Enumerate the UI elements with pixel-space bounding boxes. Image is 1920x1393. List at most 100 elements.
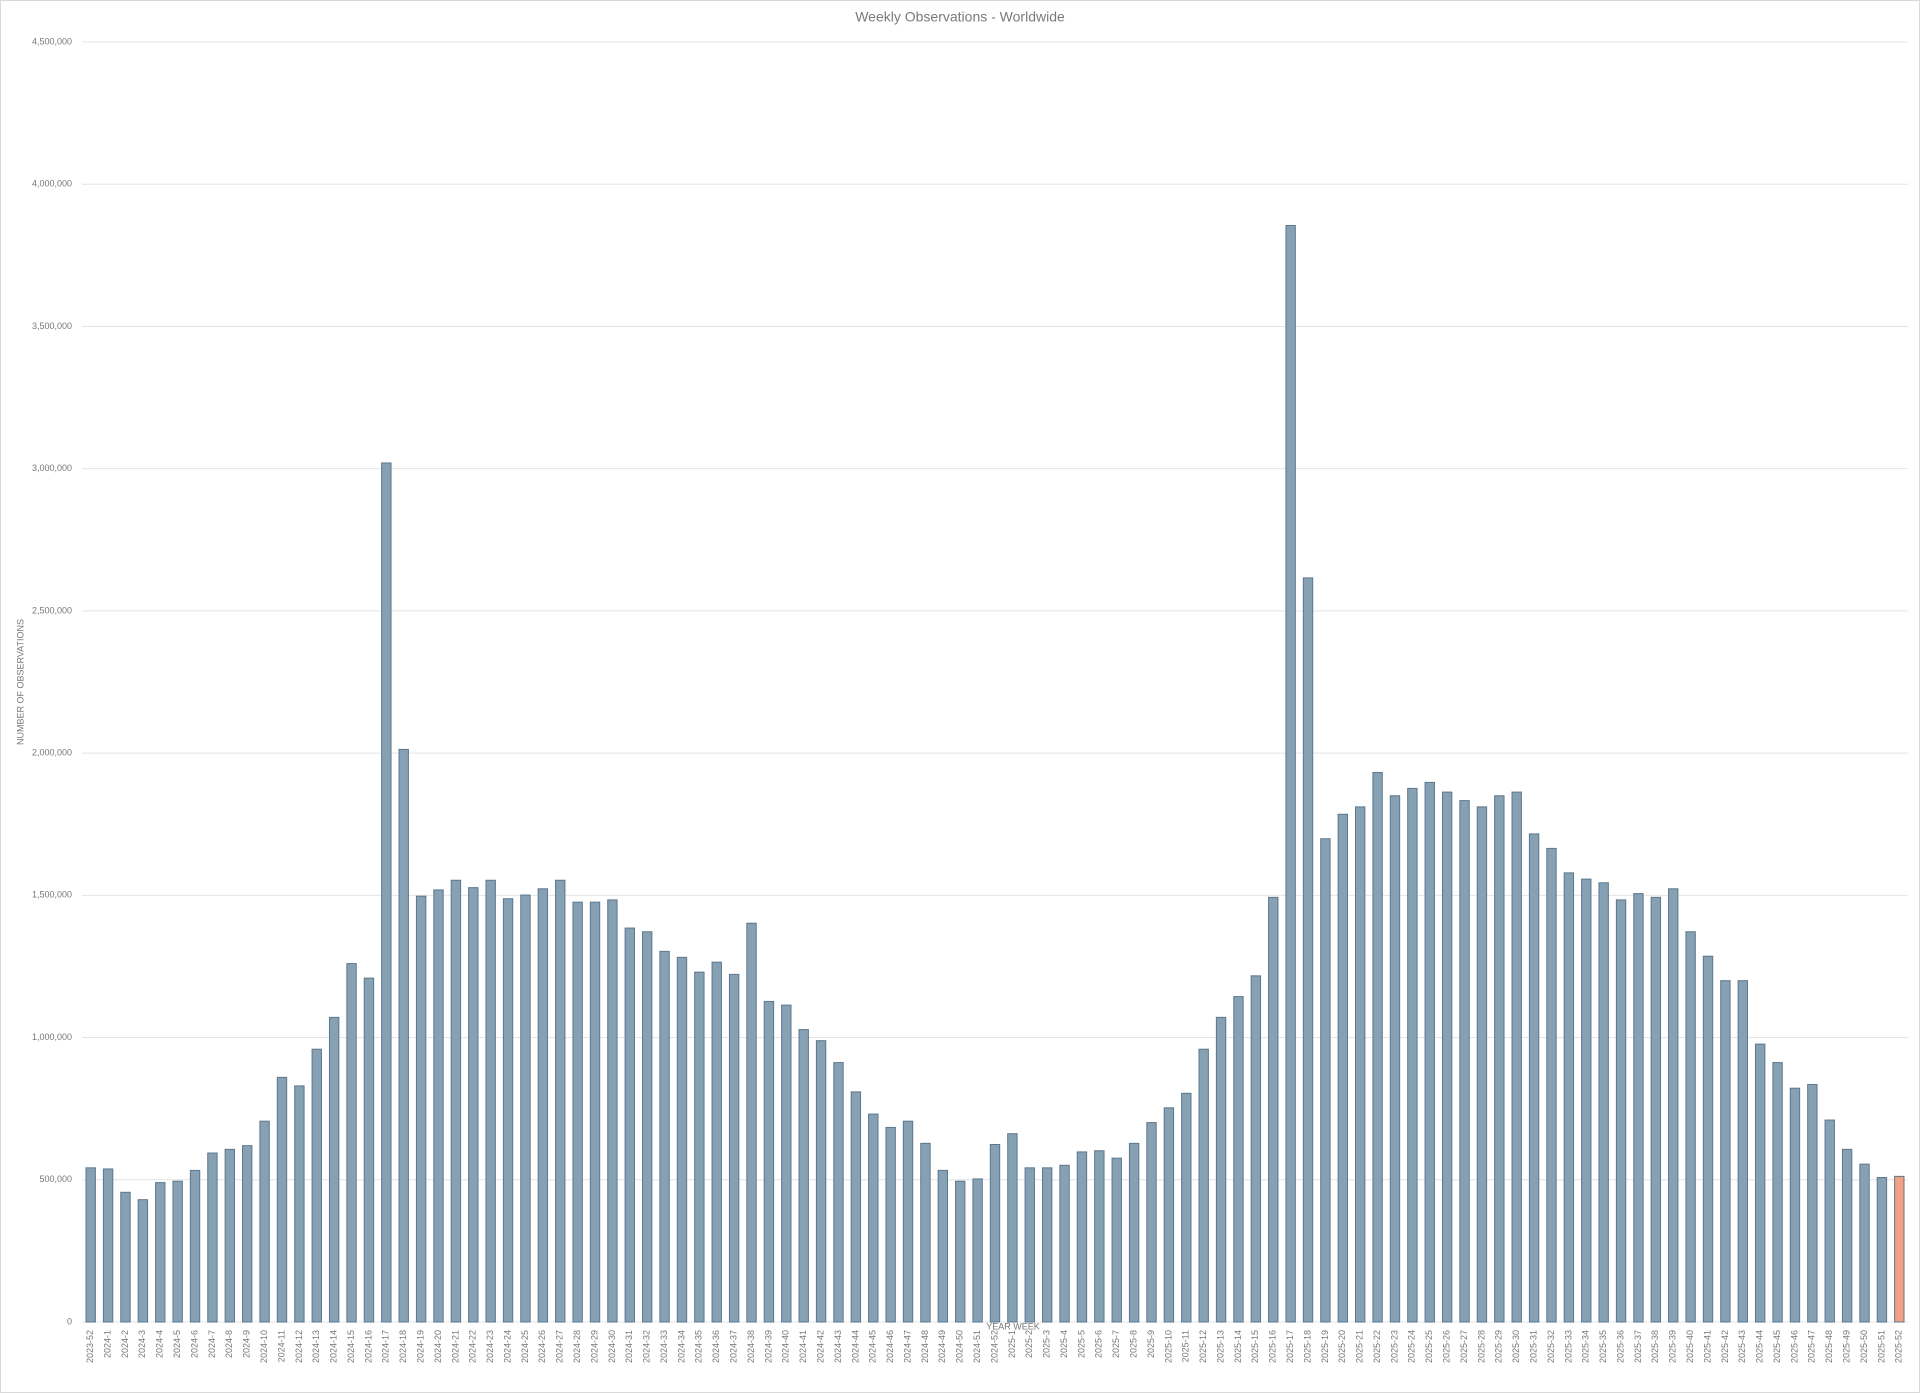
bar — [1215, 1016, 1227, 1323]
x-tick-label: 2025-22 — [1372, 1330, 1382, 1363]
x-tick-label: 2024-5 — [172, 1330, 182, 1358]
chart-title: Weekly Observations - Worldwide — [855, 9, 1065, 25]
bar — [1702, 955, 1714, 1323]
bar — [1302, 577, 1314, 1323]
bar — [624, 927, 635, 1323]
y-tick-label: 3,500,000 — [32, 321, 72, 331]
bar — [102, 1168, 114, 1323]
x-tick-label: 2024-17 — [381, 1330, 391, 1363]
y-axis-label: NUMBER OF OBSERVATIONS — [15, 619, 25, 745]
x-tick-label: 2024-41 — [798, 1330, 808, 1363]
x-tick-label: 2025-18 — [1302, 1330, 1312, 1363]
x-tick-label: 2024-25 — [520, 1330, 530, 1363]
bar — [450, 879, 462, 1323]
x-tick-label: 2024-23 — [485, 1330, 495, 1363]
x-tick-label: 2024-29 — [589, 1330, 599, 1363]
bar — [311, 1048, 322, 1323]
x-tick-label: 2024-19 — [415, 1330, 425, 1363]
bar — [868, 1113, 879, 1323]
x-tick-label: 2025-36 — [1615, 1330, 1625, 1363]
bar — [607, 899, 618, 1323]
bar — [415, 895, 427, 1323]
bar — [1772, 1062, 1783, 1323]
bar — [1876, 1177, 1888, 1323]
bar — [885, 1126, 896, 1323]
x-tick-label: 2025-20 — [1337, 1330, 1347, 1363]
x-tick-label: 2024-30 — [607, 1330, 617, 1363]
y-tick-label: 0 — [67, 1316, 72, 1326]
x-tick-label: 2025-47 — [1807, 1330, 1817, 1363]
x-tick-label: 2024-50 — [955, 1330, 965, 1363]
bar — [1459, 800, 1470, 1323]
x-tick-label: 2025-34 — [1581, 1330, 1591, 1363]
bar — [1720, 980, 1731, 1323]
bar — [537, 888, 549, 1323]
bar — [1389, 795, 1401, 1323]
x-tick-label: 2025-50 — [1859, 1330, 1869, 1363]
bar — [363, 977, 375, 1323]
x-tick-label: 2024-11 — [276, 1330, 286, 1362]
bar — [955, 1180, 966, 1323]
x-tick-label: 2024-28 — [572, 1330, 582, 1363]
bar — [1407, 787, 1418, 1323]
bar — [1007, 1133, 1018, 1323]
bar — [676, 956, 688, 1323]
x-tick-label: 2025-38 — [1650, 1330, 1660, 1363]
x-tick-label: 2025-31 — [1528, 1330, 1538, 1363]
x-tick-label: 2024-43 — [833, 1330, 843, 1363]
x-tick-label: 2024-38 — [746, 1330, 756, 1363]
bar — [1859, 1163, 1870, 1323]
bar — [1598, 882, 1609, 1323]
x-tick-label: 2025-52 — [1894, 1330, 1904, 1363]
x-tick-label: 2024-52 — [989, 1330, 999, 1363]
bar — [711, 961, 722, 1323]
x-tick-label: 2025-29 — [1494, 1330, 1504, 1363]
x-tick-label: 2025-2 — [1024, 1330, 1034, 1358]
bar — [1285, 224, 1296, 1323]
x-tick-label: 2024-2 — [120, 1330, 130, 1358]
y-tick-label: 3,000,000 — [32, 463, 72, 473]
x-tick-label: 2024-26 — [537, 1330, 547, 1363]
bar — [520, 894, 531, 1323]
bar — [1320, 838, 1331, 1323]
bar — [1737, 980, 1748, 1323]
bar — [781, 1004, 792, 1323]
x-tick-label: 2025-23 — [1389, 1330, 1399, 1363]
bar — [763, 1000, 775, 1323]
y-tick-label: 500,000 — [39, 1174, 72, 1184]
y-tick-label: 1,000,000 — [32, 1032, 72, 1042]
x-tick-label: 2025-3 — [1042, 1330, 1052, 1358]
x-tick-label: 2025-21 — [1355, 1330, 1365, 1363]
x-tick-label: 2025-45 — [1772, 1330, 1782, 1363]
bar — [902, 1120, 914, 1323]
bar — [1615, 899, 1627, 1323]
x-tick-label: 2025-33 — [1563, 1330, 1573, 1363]
x-tick-label: 2024-34 — [676, 1330, 686, 1363]
x-tick-label: 2025-35 — [1598, 1330, 1608, 1363]
bar — [641, 931, 653, 1323]
bar — [294, 1085, 305, 1323]
x-tick-label: 2025-1 — [1007, 1330, 1017, 1358]
bar — [937, 1169, 949, 1323]
x-tick-label: 2025-27 — [1459, 1330, 1469, 1363]
x-tick-label: 2024-12 — [294, 1330, 304, 1363]
bar — [276, 1076, 288, 1323]
bar — [1546, 847, 1557, 1323]
x-tick-label: 2024-4 — [155, 1330, 165, 1358]
x-tick-label: 2025-40 — [1685, 1330, 1695, 1363]
bar — [1633, 893, 1644, 1323]
x-tick-label: 2023-52 — [85, 1330, 95, 1363]
x-tick-label: 2024-46 — [885, 1330, 895, 1363]
x-tick-label: 2024-21 — [450, 1330, 460, 1363]
x-tick-label: 2025-42 — [1720, 1330, 1730, 1363]
x-tick-label: 2025-44 — [1755, 1330, 1765, 1363]
x-tick-label: 2025-8 — [1128, 1330, 1138, 1358]
bar — [346, 963, 357, 1323]
x-tick-label: 2025-46 — [1789, 1330, 1799, 1363]
x-tick-label: 2025-6 — [1094, 1330, 1104, 1358]
x-tick-label: 2024-7 — [207, 1330, 217, 1358]
x-tick-label: 2025-49 — [1842, 1330, 1852, 1363]
bar — [1441, 791, 1453, 1323]
